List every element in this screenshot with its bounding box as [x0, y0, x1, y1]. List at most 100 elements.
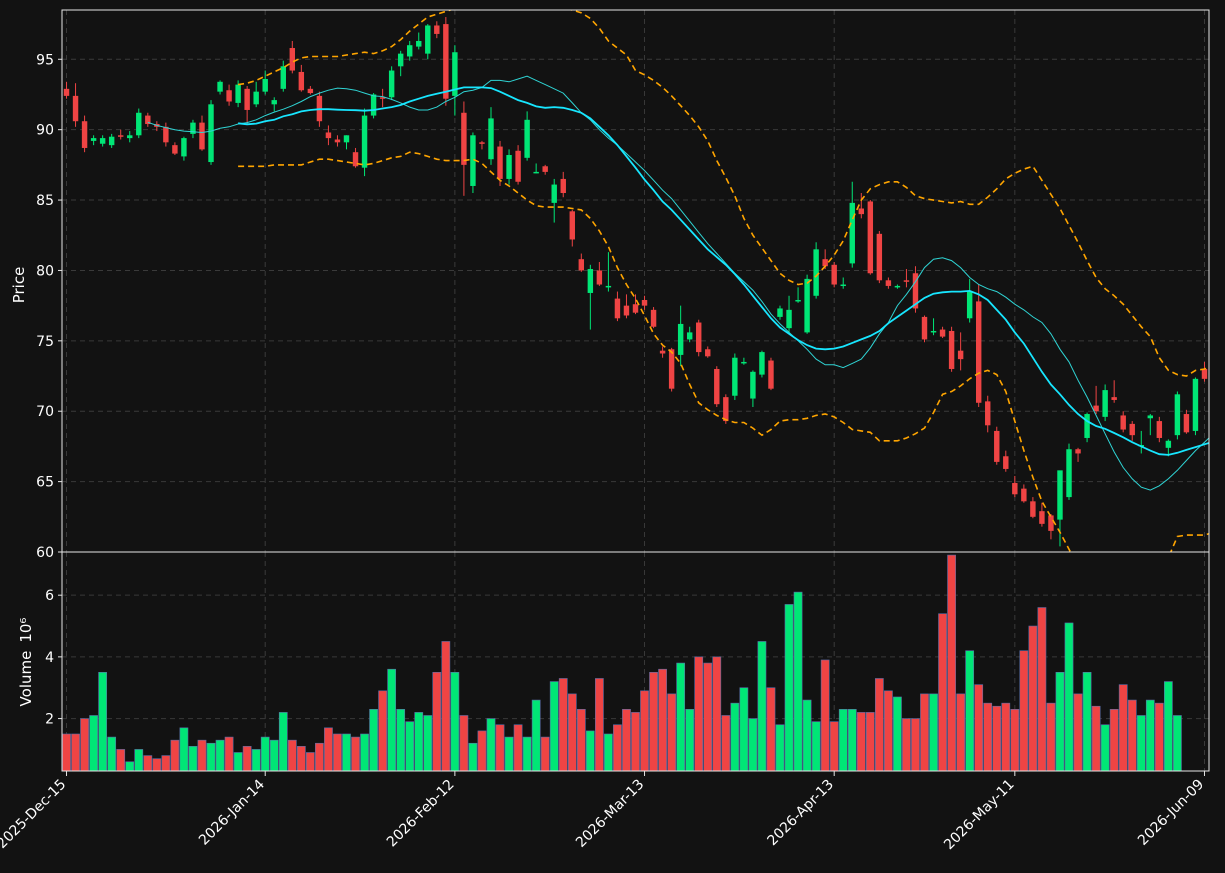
- volume-bar: [1091, 705, 1101, 771]
- volume-bar: [450, 671, 460, 771]
- volume-bar: [685, 709, 695, 771]
- volume-bar: [107, 736, 117, 771]
- candle-body: [289, 48, 296, 71]
- volume-bar: [585, 730, 595, 771]
- candle: [840, 277, 846, 289]
- candle-body: [181, 138, 187, 157]
- candle: [632, 294, 639, 315]
- volume-bar: [260, 736, 270, 771]
- volume-bar: [1100, 724, 1110, 771]
- candle-body: [244, 88, 250, 110]
- candle-body: [226, 90, 232, 102]
- candle: [1030, 497, 1036, 519]
- volume-bar: [847, 709, 857, 771]
- volume-bar: [405, 721, 415, 771]
- candle-body: [1057, 470, 1063, 520]
- candle-body: [867, 201, 874, 274]
- candle-body: [921, 316, 928, 340]
- candle: [199, 115, 205, 151]
- candle-body: [117, 135, 124, 137]
- candle: [804, 274, 810, 334]
- volume-frame: [61, 551, 1210, 772]
- candle: [190, 119, 196, 139]
- candle: [172, 142, 178, 156]
- volume-bar: [929, 693, 938, 771]
- candle: [388, 66, 395, 101]
- candle: [659, 346, 666, 358]
- volume-bar: [1064, 622, 1074, 771]
- candle: [768, 357, 774, 391]
- candle: [352, 147, 359, 168]
- candle-body: [163, 126, 169, 143]
- candle-body: [1120, 415, 1126, 430]
- volume-bar: [1163, 681, 1173, 771]
- volume-bar: [938, 613, 947, 771]
- candle-body: [470, 135, 476, 186]
- volume-bar: [540, 736, 550, 771]
- candle-body: [894, 285, 901, 288]
- candle-body: [1156, 421, 1163, 438]
- candle: [994, 426, 1000, 465]
- candle: [903, 269, 910, 288]
- candle-body: [407, 45, 413, 57]
- volume-bar: [649, 671, 658, 771]
- candle-body: [795, 300, 801, 302]
- candle-body: [479, 142, 485, 144]
- volume-bar: [802, 699, 812, 771]
- volume-bar: [884, 690, 893, 771]
- volume-bar: [143, 755, 153, 771]
- candle-body: [1030, 501, 1036, 517]
- candle: [479, 140, 485, 150]
- volume-bar: [911, 718, 920, 771]
- volume-bar: [504, 736, 514, 771]
- candle-body: [235, 84, 241, 103]
- candle-body: [108, 136, 115, 146]
- candle-body: [587, 269, 594, 293]
- candle-body: [768, 360, 774, 389]
- candle-body: [253, 91, 259, 105]
- volume-bar: [486, 718, 496, 771]
- candle: [759, 350, 765, 378]
- candle-body: [1183, 414, 1190, 433]
- volume-bar: [613, 724, 622, 771]
- candle: [99, 135, 106, 147]
- candle: [271, 97, 277, 112]
- candle-body: [343, 135, 350, 143]
- volume-bar: [721, 715, 731, 771]
- candle-body: [966, 291, 973, 319]
- candle-body: [696, 322, 702, 353]
- candle: [280, 60, 286, 92]
- candle: [163, 122, 169, 147]
- volume-bar: [1118, 684, 1128, 771]
- volume-bar: [125, 761, 135, 771]
- volume-bar: [739, 687, 749, 771]
- candle-body: [217, 81, 223, 92]
- candle: [1201, 361, 1208, 382]
- volume-bar: [1073, 693, 1083, 771]
- candle: [985, 395, 991, 433]
- volume-bar: [784, 604, 794, 771]
- candle-body: [334, 139, 341, 143]
- candle-body: [1012, 483, 1018, 495]
- candle-body: [190, 122, 196, 134]
- volume-bar: [956, 693, 965, 771]
- candle: [1183, 409, 1190, 434]
- volume-bar: [1109, 709, 1119, 771]
- candle-body: [650, 309, 657, 327]
- volume-bar: [233, 752, 243, 771]
- volume-bar: [902, 718, 911, 771]
- candle: [750, 370, 756, 407]
- volume-bar: [179, 727, 189, 771]
- candle-body: [948, 330, 955, 369]
- candle: [1066, 443, 1072, 500]
- candle: [542, 164, 548, 175]
- candle: [1192, 377, 1199, 436]
- candle: [379, 88, 386, 108]
- candle-body: [1174, 394, 1181, 436]
- price-tick-label: 95: [36, 52, 54, 68]
- volume-bar: [549, 681, 559, 771]
- volume-bar: [1173, 715, 1182, 771]
- volume-bar: [468, 742, 478, 771]
- candle: [966, 278, 973, 323]
- price-tick-label: 85: [36, 193, 54, 209]
